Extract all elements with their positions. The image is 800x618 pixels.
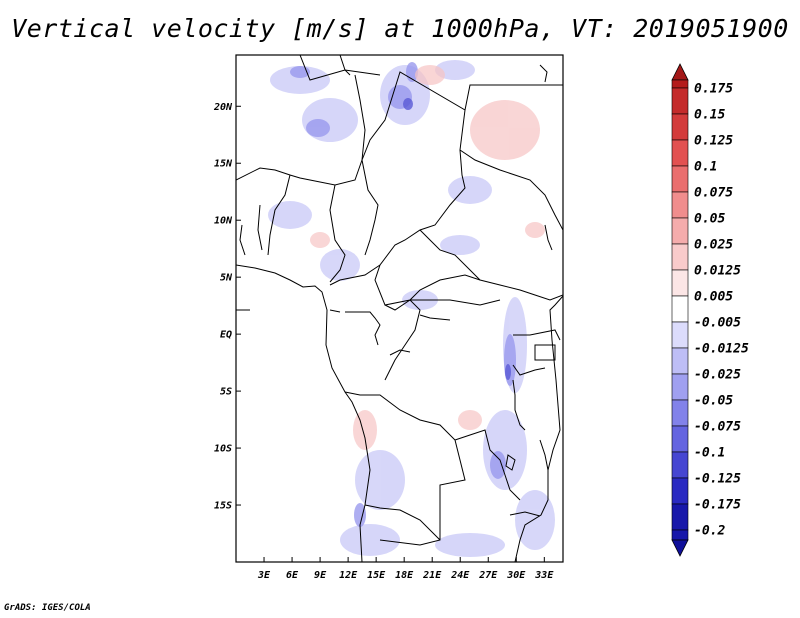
colorbar: 0.175 0.15 0.125 0.1 0.075 0.05 0.025 0.0125 0.0… (671, 63, 749, 557)
lon-tick-label: 27E (478, 570, 498, 581)
colorbar-box (671, 269, 689, 297)
colorbar-box (671, 87, 689, 115)
colorbar-box (671, 399, 689, 427)
colorbar-label: 0.025 (694, 238, 733, 253)
colorbar-label: 0.005 (694, 290, 733, 305)
lon-tick-label: 12E (339, 570, 358, 581)
colorbar-box (671, 425, 689, 453)
lon-tick-label: 15E (367, 570, 386, 581)
longitude-axis: 3E 6E 9E 12E 15E 18E 21E 24E 27E 30E 33E (257, 557, 554, 581)
velocity-field (268, 60, 555, 557)
colorbar-label: -0.005 (694, 316, 741, 331)
grads-credit: GrADS: IGES/COLA (4, 603, 91, 613)
colorbar-label: 0.15 (694, 108, 725, 123)
lat-tick-label: 10S (214, 444, 232, 455)
colorbar-label: -0.025 (694, 368, 741, 383)
colorbar-label: -0.125 (694, 472, 741, 487)
colorbar-box (671, 217, 689, 245)
colorbar-label: -0.05 (694, 394, 733, 409)
lon-tick-label: 18E (395, 570, 414, 581)
colorbar-box (671, 113, 689, 141)
colorbar-label: 0.0125 (694, 264, 741, 279)
colorbar-box (671, 165, 689, 193)
lon-tick-label: 9E (314, 570, 327, 581)
colorbar-box (671, 295, 689, 323)
colorbar-label: -0.0125 (694, 342, 749, 357)
colorbar-box (671, 529, 689, 541)
lon-tick-label: 33E (534, 570, 554, 581)
colorbar-box (671, 503, 689, 531)
colorbar-box (671, 321, 689, 349)
lat-tick-label: 15N (214, 159, 233, 170)
colorbar-box (671, 373, 689, 401)
lon-tick-label: 24E (450, 570, 470, 581)
lat-tick-label: 10N (214, 216, 233, 227)
colorbar-box (671, 477, 689, 505)
colorbar-box (671, 191, 689, 219)
latitude-axis: 20N 15N 10N 5N EQ 5S 10S 15S (213, 102, 241, 512)
lon-tick-label: 3E (257, 570, 271, 581)
map-title: Vertical velocity [m/s] at 1000hPa, VT: … (11, 14, 789, 43)
colorbar-box (671, 347, 689, 375)
colorbar-box (671, 243, 689, 271)
colorbar-label: 0.1 (694, 160, 717, 175)
colorbar-label: -0.1 (694, 446, 725, 461)
colorbar-label: 0.125 (694, 134, 733, 149)
lat-tick-label: 20N (213, 102, 233, 113)
map-plot: 20N 15N 10N 5N EQ 5S 10S 15S 3E 6E 9E 12E 15E 18E 21E… (213, 54, 564, 581)
colorbar-label: -0.175 (694, 498, 741, 513)
colorbar-label: 0.05 (694, 212, 725, 227)
colorbar-top-arrow (671, 63, 689, 81)
lon-tick-label: 21E (422, 570, 442, 581)
colorbar-bottom-arrow (671, 539, 689, 557)
lat-tick-label: EQ (220, 330, 232, 341)
colorbar-label: -0.2 (694, 524, 725, 539)
colorbar-box (671, 139, 689, 167)
map-frame (235, 54, 564, 563)
colorbar-box (671, 451, 689, 479)
colorbar-label: 0.175 (694, 82, 733, 97)
rising-shading (310, 65, 545, 450)
colorbar-label: 0.075 (694, 186, 733, 201)
lat-tick-label: 5S (220, 387, 232, 398)
sinking-shading-strong (403, 98, 511, 380)
lon-tick-label: 30E (506, 570, 526, 581)
lat-tick-label: 5N (220, 273, 233, 284)
lat-tick-label: 15S (214, 501, 232, 512)
lon-tick-label: 6E (286, 570, 299, 581)
country-borders (236, 55, 563, 562)
colorbar-box (671, 79, 689, 89)
colorbar-label: -0.075 (694, 420, 741, 435)
